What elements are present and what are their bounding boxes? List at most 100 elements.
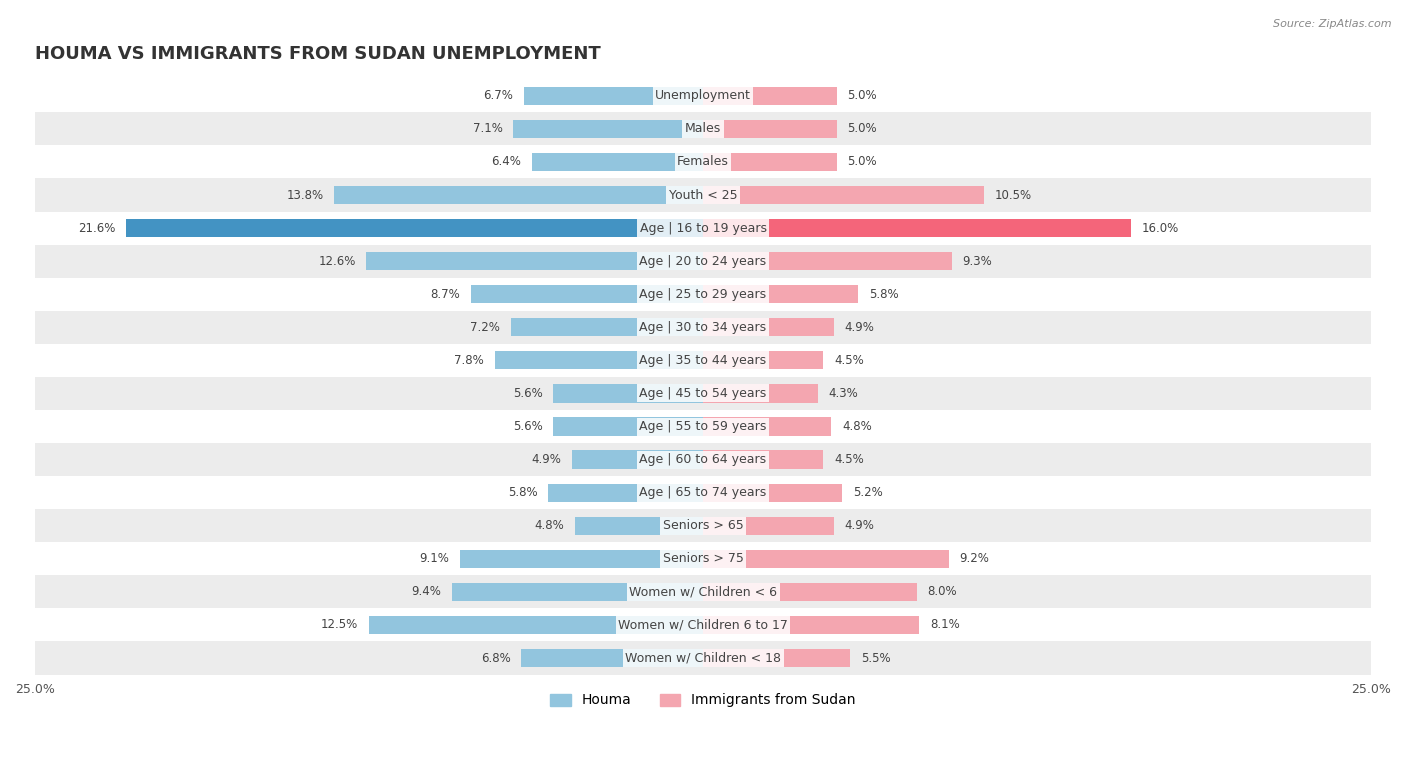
Bar	[35, 79, 1371, 112]
Text: 9.4%: 9.4%	[411, 585, 441, 598]
Text: HOUMA VS IMMIGRANTS FROM SUDAN UNEMPLOYMENT: HOUMA VS IMMIGRANTS FROM SUDAN UNEMPLOYM…	[35, 45, 600, 64]
Bar	[35, 542, 1371, 575]
Legend: Houma, Immigrants from Sudan: Houma, Immigrants from Sudan	[544, 688, 862, 713]
Text: 16.0%: 16.0%	[1142, 222, 1178, 235]
Bar	[35, 377, 1371, 410]
Bar	[548, 484, 703, 502]
Text: 4.9%: 4.9%	[531, 453, 561, 466]
Bar	[703, 450, 824, 469]
Text: 8.0%: 8.0%	[928, 585, 957, 598]
Bar	[703, 87, 837, 105]
Text: Seniors > 75: Seniors > 75	[662, 553, 744, 565]
Bar	[35, 476, 1371, 509]
Bar	[125, 219, 703, 237]
Bar	[703, 417, 831, 435]
Bar	[703, 516, 834, 535]
Text: Youth < 25: Youth < 25	[669, 188, 737, 201]
Text: Males: Males	[685, 123, 721, 136]
Text: 4.5%: 4.5%	[834, 453, 863, 466]
Text: 5.8%: 5.8%	[508, 486, 537, 499]
Text: 4.8%: 4.8%	[842, 420, 872, 433]
Text: 7.1%: 7.1%	[472, 123, 502, 136]
Text: 4.5%: 4.5%	[834, 354, 863, 367]
Text: 21.6%: 21.6%	[77, 222, 115, 235]
Text: 9.1%: 9.1%	[419, 553, 449, 565]
Bar	[35, 443, 1371, 476]
Text: Age | 20 to 24 years: Age | 20 to 24 years	[640, 254, 766, 268]
Bar	[703, 120, 837, 138]
Bar	[335, 186, 703, 204]
Bar	[703, 186, 984, 204]
Bar	[35, 311, 1371, 344]
Text: Women w/ Children 6 to 17: Women w/ Children 6 to 17	[619, 618, 787, 631]
Text: 5.5%: 5.5%	[860, 652, 890, 665]
Bar	[35, 278, 1371, 311]
Bar	[703, 318, 834, 336]
Text: Age | 55 to 59 years: Age | 55 to 59 years	[640, 420, 766, 433]
Bar	[35, 509, 1371, 542]
Text: Unemployment: Unemployment	[655, 89, 751, 102]
Bar	[35, 641, 1371, 674]
Bar	[35, 145, 1371, 179]
Bar	[35, 245, 1371, 278]
Bar	[513, 120, 703, 138]
Bar	[35, 410, 1371, 443]
Text: 10.5%: 10.5%	[994, 188, 1032, 201]
Text: 6.4%: 6.4%	[492, 155, 522, 169]
Text: 4.3%: 4.3%	[828, 387, 858, 400]
Bar	[35, 179, 1371, 211]
Text: Age | 45 to 54 years: Age | 45 to 54 years	[640, 387, 766, 400]
Bar	[367, 252, 703, 270]
Bar	[510, 318, 703, 336]
Text: Females: Females	[678, 155, 728, 169]
Text: 5.6%: 5.6%	[513, 387, 543, 400]
Bar	[451, 583, 703, 601]
Bar	[703, 252, 952, 270]
Bar	[703, 649, 851, 667]
Text: Age | 35 to 44 years: Age | 35 to 44 years	[640, 354, 766, 367]
Bar	[703, 616, 920, 634]
Text: Age | 16 to 19 years: Age | 16 to 19 years	[640, 222, 766, 235]
Bar	[35, 609, 1371, 641]
Text: 7.2%: 7.2%	[470, 321, 501, 334]
Text: Age | 30 to 34 years: Age | 30 to 34 years	[640, 321, 766, 334]
Bar	[554, 385, 703, 403]
Text: 6.8%: 6.8%	[481, 652, 510, 665]
Text: 4.9%: 4.9%	[845, 519, 875, 532]
Bar	[471, 285, 703, 304]
Bar	[495, 351, 703, 369]
Text: Age | 25 to 29 years: Age | 25 to 29 years	[640, 288, 766, 301]
Text: 4.8%: 4.8%	[534, 519, 564, 532]
Bar	[703, 351, 824, 369]
Bar	[35, 211, 1371, 245]
Text: 5.0%: 5.0%	[848, 123, 877, 136]
Bar	[522, 649, 703, 667]
Bar	[703, 484, 842, 502]
Text: 5.0%: 5.0%	[848, 89, 877, 102]
Bar	[703, 219, 1130, 237]
Text: Women w/ Children < 18: Women w/ Children < 18	[626, 652, 780, 665]
Text: 12.6%: 12.6%	[318, 254, 356, 268]
Bar	[368, 616, 703, 634]
Text: Women w/ Children < 6: Women w/ Children < 6	[628, 585, 778, 598]
Bar	[703, 550, 949, 568]
Text: 9.3%: 9.3%	[962, 254, 993, 268]
Text: 8.7%: 8.7%	[430, 288, 460, 301]
Text: Age | 65 to 74 years: Age | 65 to 74 years	[640, 486, 766, 499]
Bar	[575, 516, 703, 535]
Text: 4.9%: 4.9%	[845, 321, 875, 334]
Text: 5.2%: 5.2%	[852, 486, 883, 499]
Text: 5.0%: 5.0%	[848, 155, 877, 169]
Bar	[35, 112, 1371, 145]
Text: 7.8%: 7.8%	[454, 354, 484, 367]
Text: Seniors > 65: Seniors > 65	[662, 519, 744, 532]
Bar	[703, 385, 818, 403]
Text: 9.2%: 9.2%	[959, 553, 990, 565]
Bar	[35, 344, 1371, 377]
Bar	[554, 417, 703, 435]
Text: Age | 60 to 64 years: Age | 60 to 64 years	[640, 453, 766, 466]
Text: 8.1%: 8.1%	[931, 618, 960, 631]
Bar	[703, 583, 917, 601]
Bar	[531, 153, 703, 171]
Text: 13.8%: 13.8%	[287, 188, 323, 201]
